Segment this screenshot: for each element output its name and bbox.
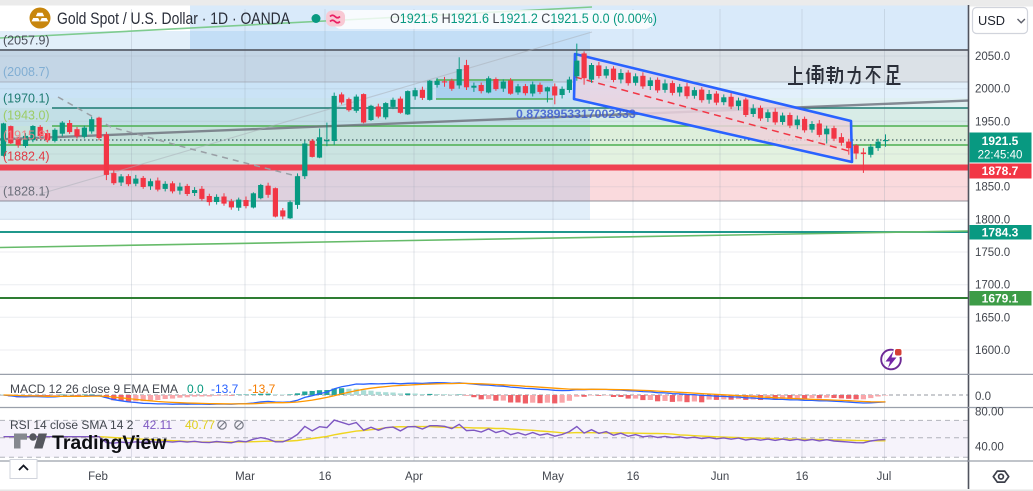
svg-text:2050.0: 2050.0 bbox=[975, 51, 1010, 63]
svg-text:1784.3: 1784.3 bbox=[982, 226, 1019, 240]
svg-text:1950.0: 1950.0 bbox=[975, 116, 1010, 128]
svg-text:1750.0: 1750.0 bbox=[975, 247, 1010, 259]
svg-text:(2057.9): (2057.9) bbox=[3, 34, 50, 48]
svg-text:40.00: 40.00 bbox=[975, 441, 1004, 453]
svg-text:0.8738953317002333: 0.8738953317002333 bbox=[516, 107, 636, 121]
svg-text:(2008.7): (2008.7) bbox=[3, 65, 50, 79]
svg-text:-13.7: -13.7 bbox=[211, 382, 239, 396]
svg-text:RSI 14 close SMA 14 2: RSI 14 close SMA 14 2 bbox=[10, 418, 134, 432]
svg-text:Feb: Feb bbox=[88, 471, 108, 483]
svg-text:Jun: Jun bbox=[711, 471, 730, 483]
svg-text:80.00: 80.00 bbox=[975, 407, 1004, 419]
svg-text:(1943.0): (1943.0) bbox=[3, 109, 50, 123]
svg-text:1800.0: 1800.0 bbox=[975, 214, 1010, 226]
svg-text:(1882.4): (1882.4) bbox=[3, 150, 50, 164]
svg-text:40.77: 40.77 bbox=[185, 418, 215, 432]
svg-text:MACD 12 26 close 9 EMA EMA: MACD 12 26 close 9 EMA EMA bbox=[10, 382, 178, 396]
svg-text:22:45:40: 22:45:40 bbox=[978, 150, 1023, 162]
svg-text:42.11: 42.11 bbox=[143, 418, 172, 432]
svg-text:16: 16 bbox=[796, 471, 809, 483]
svg-text:USD: USD bbox=[978, 13, 1005, 28]
svg-text:1700.0: 1700.0 bbox=[975, 280, 1010, 292]
svg-text:TradingView: TradingView bbox=[52, 432, 167, 454]
svg-text:2000.0: 2000.0 bbox=[975, 84, 1010, 96]
svg-text:16: 16 bbox=[319, 471, 332, 483]
svg-text:1850.0: 1850.0 bbox=[975, 182, 1010, 194]
svg-text:0.0: 0.0 bbox=[187, 382, 204, 396]
svg-text:May: May bbox=[542, 471, 564, 483]
svg-text:16: 16 bbox=[627, 471, 640, 483]
svg-text:0.0: 0.0 bbox=[975, 391, 991, 403]
svg-text:Gold Spot / U.S. Dollar · 1D ·: Gold Spot / U.S. Dollar · 1D · OANDA bbox=[57, 10, 290, 28]
svg-text:-13.7: -13.7 bbox=[248, 382, 276, 396]
svg-text:1878.7: 1878.7 bbox=[982, 164, 1019, 178]
svg-text:O1921.5 H1921.6 L1921.2 C1921.: O1921.5 H1921.6 L1921.2 C1921.5 0.0 (0.0… bbox=[390, 11, 657, 26]
svg-text:Mar: Mar bbox=[235, 471, 255, 483]
svg-text:1650.0: 1650.0 bbox=[975, 312, 1010, 324]
svg-text:Jul: Jul bbox=[877, 471, 892, 483]
svg-text:1600.0: 1600.0 bbox=[975, 345, 1010, 357]
svg-text:1921.5: 1921.5 bbox=[982, 134, 1019, 148]
svg-text:1679.1: 1679.1 bbox=[982, 292, 1019, 306]
svg-text:Apr: Apr bbox=[405, 471, 423, 483]
svg-text:(1828.1): (1828.1) bbox=[3, 185, 50, 199]
svg-text:(1915.8): (1915.8) bbox=[3, 129, 50, 143]
svg-text:(1970.1): (1970.1) bbox=[3, 92, 50, 106]
